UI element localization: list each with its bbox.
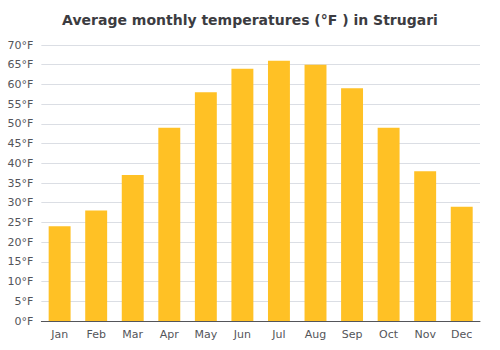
svg-text:Aug: Aug xyxy=(305,328,326,341)
svg-text:50°F: 50°F xyxy=(8,117,34,130)
svg-text:15°F: 15°F xyxy=(8,255,34,268)
svg-text:25°F: 25°F xyxy=(8,216,34,229)
svg-text:40°F: 40°F xyxy=(8,157,34,170)
svg-text:35°F: 35°F xyxy=(8,177,34,190)
svg-text:Average monthly temperatures (: Average monthly temperatures (°F ) in St… xyxy=(62,12,438,28)
svg-text:60°F: 60°F xyxy=(8,78,34,91)
svg-text:Apr: Apr xyxy=(160,328,180,341)
svg-text:Mar: Mar xyxy=(122,328,143,341)
svg-text:Nov: Nov xyxy=(414,328,436,341)
svg-text:May: May xyxy=(194,328,217,341)
svg-text:Dec: Dec xyxy=(451,328,472,341)
svg-text:Sep: Sep xyxy=(342,328,363,341)
svg-text:65°F: 65°F xyxy=(8,58,34,71)
svg-text:30°F: 30°F xyxy=(8,196,34,209)
svg-text:70°F: 70°F xyxy=(8,39,34,52)
svg-text:10°F: 10°F xyxy=(8,275,34,288)
svg-text:5°F: 5°F xyxy=(15,295,34,308)
svg-text:Jul: Jul xyxy=(271,328,285,341)
svg-text:45°F: 45°F xyxy=(8,137,34,150)
svg-text:Oct: Oct xyxy=(379,328,399,341)
svg-text:Jan: Jan xyxy=(50,328,68,341)
svg-text:0°F: 0°F xyxy=(15,315,34,328)
svg-text:20°F: 20°F xyxy=(8,236,34,249)
svg-text:Jun: Jun xyxy=(233,328,251,341)
svg-text:55°F: 55°F xyxy=(8,98,34,111)
svg-text:Feb: Feb xyxy=(86,328,105,341)
